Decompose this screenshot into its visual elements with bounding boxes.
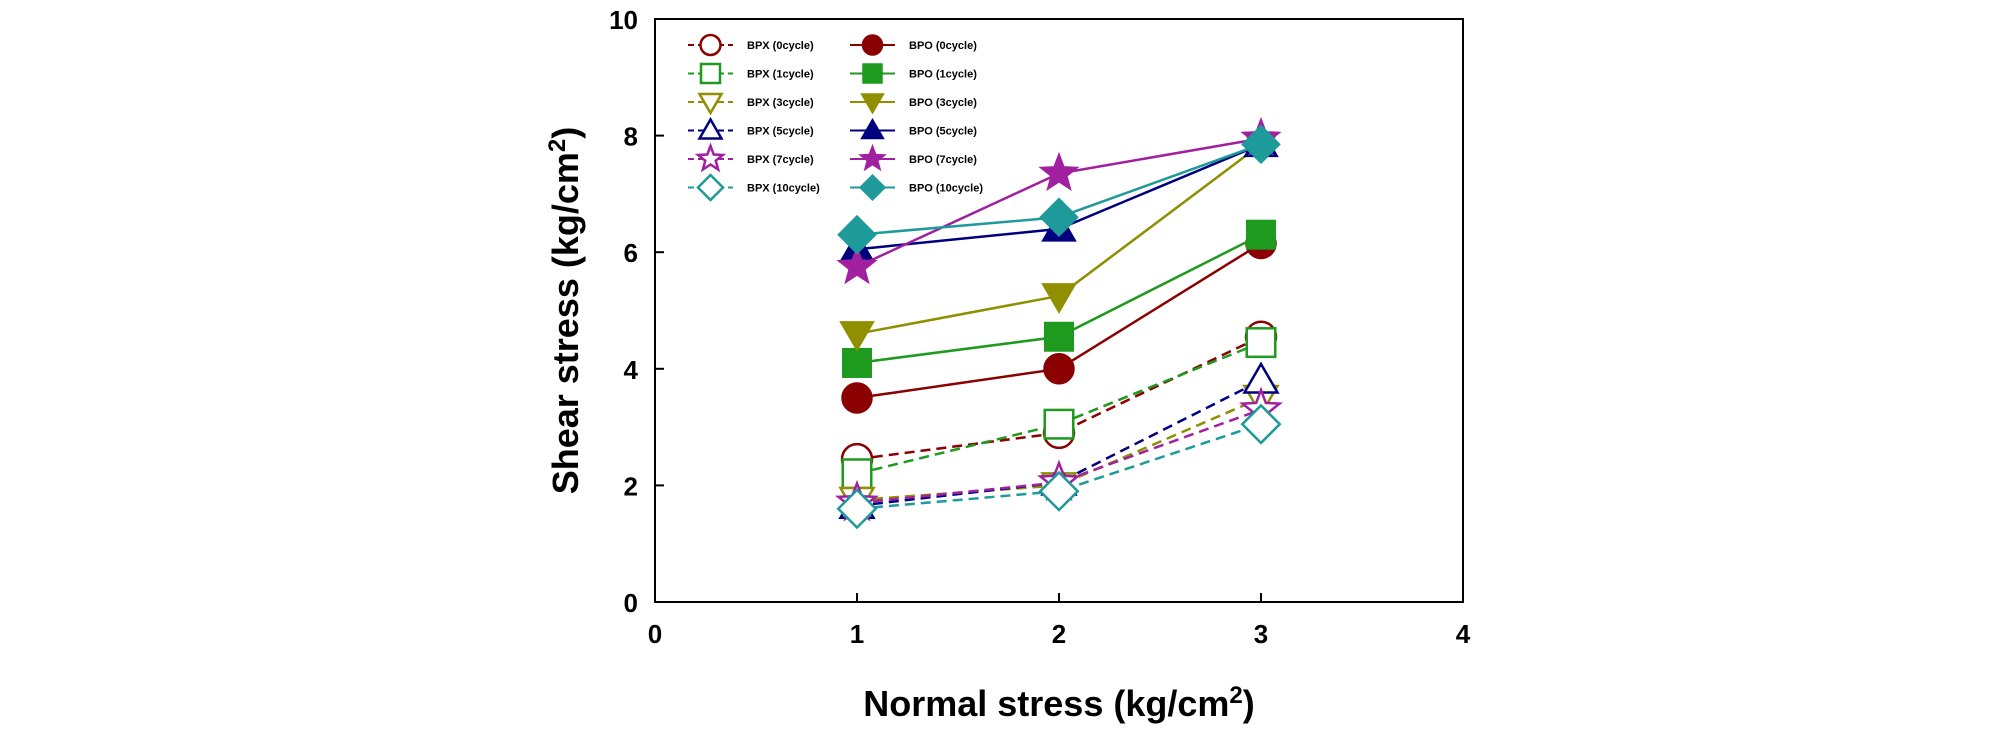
x-axis-title: Normal stress (kg/cm2)	[863, 682, 1255, 725]
data-point-bpo-3cycle-1	[1041, 283, 1077, 314]
series-bpo-0cycle	[841, 227, 1277, 414]
legend-label: BPO (5cycle)	[909, 126, 977, 138]
x-tick-label: 3	[1254, 619, 1268, 649]
legend-marker	[860, 118, 885, 140]
legend-item-bpo-7cycle: BPO (7cycle)	[850, 143, 977, 172]
legend-marker	[699, 33, 722, 57]
legend-marker	[697, 117, 724, 140]
legend-item-bpo-1cycle: BPO (1cycle)	[850, 63, 977, 84]
legend-label: BPX (7cycle)	[747, 154, 814, 166]
legend-item-bpx-10cycle: BPX (10cycle)	[688, 173, 820, 202]
data-point-bpo-3cycle-0	[839, 321, 875, 352]
legend-label: BPX (3cycle)	[747, 97, 814, 109]
data-point-bpx-1cycle-1	[1043, 408, 1075, 440]
series-layer	[835, 116, 1283, 530]
legend-item-bpx-3cycle: BPX (3cycle)	[688, 92, 814, 116]
series-bpx-1cycle	[841, 327, 1277, 490]
legend-item-bpo-3cycle: BPO (3cycle)	[850, 93, 977, 115]
data-point-bpo-0cycle-1	[1043, 353, 1075, 385]
legend-marker	[860, 93, 885, 115]
series-bpx-10cycle	[836, 403, 1282, 530]
data-point-bpo-10cycle-0	[837, 214, 877, 255]
legend: BPX (0cycle) BPX (1cycle) BPX (3cycle) BPX …	[688, 33, 983, 202]
legend-marker	[862, 63, 883, 84]
data-point-bpx-1cycle-2	[1245, 327, 1277, 359]
x-tick-label: 4	[1456, 619, 1471, 649]
legend-label: BPO (10cycle)	[909, 183, 983, 195]
data-point-bpo-0cycle-0	[841, 382, 873, 414]
y-tick-label: 6	[624, 238, 638, 268]
legend-label: BPX (5cycle)	[747, 126, 814, 138]
legend-label: BPX (1cycle)	[747, 69, 814, 81]
data-point-bpo-1cycle-2	[1246, 219, 1276, 250]
y-tick-label: 10	[609, 5, 638, 35]
x-axis: 0 1 2 3 4	[648, 593, 1471, 649]
data-point-bpo-10cycle-1	[1039, 197, 1079, 238]
series-line-bpx-10cycle	[856, 422, 1262, 510]
legend-label: BPO (7cycle)	[909, 154, 977, 166]
data-point-bpo-10cycle-2	[1241, 124, 1281, 165]
y-tick-label: 4	[624, 355, 639, 385]
data-point-bpx-10cycle-0	[836, 488, 878, 530]
x-tick-label: 0	[648, 619, 662, 649]
series-line-bpx-5cycle	[856, 379, 1262, 508]
legend-label: BPX (10cycle)	[747, 183, 820, 195]
data-point-bpo-7cycle-1	[1038, 151, 1080, 191]
legend-item-bpo-10cycle: BPO (10cycle)	[850, 173, 983, 202]
legend-item-bpo-0cycle: BPO (0cycle)	[850, 34, 977, 56]
legend-item-bpx-5cycle: BPX (5cycle)	[688, 117, 814, 140]
legend-marker	[699, 62, 722, 85]
data-point-bpo-7cycle-0	[836, 245, 878, 285]
y-axis-title: Shear stress (kg/cm2)	[544, 127, 587, 495]
data-point-bpx-10cycle-1	[1038, 470, 1080, 512]
series-bpo-10cycle	[837, 124, 1281, 255]
legend-label: BPO (3cycle)	[909, 97, 977, 109]
x-tick-label: 1	[850, 619, 864, 649]
series-bpo-1cycle	[842, 219, 1276, 378]
series-line-bpx-1cycle	[856, 341, 1262, 475]
series-line-bpx-7cycle	[856, 408, 1262, 505]
legend-marker	[697, 92, 724, 116]
legend-item-bpx-0cycle: BPX (0cycle)	[688, 33, 814, 57]
data-point-bpo-1cycle-0	[842, 347, 872, 378]
legend-label: BPX (0cycle)	[747, 40, 814, 52]
legend-item-bpx-7cycle: BPX (7cycle)	[688, 142, 814, 173]
legend-marker	[861, 34, 884, 56]
data-point-bpo-1cycle-1	[1044, 321, 1074, 352]
legend-item-bpx-1cycle: BPX (1cycle)	[688, 62, 814, 85]
legend-marker	[858, 143, 887, 172]
legend-label: BPO (1cycle)	[909, 69, 977, 81]
x-tick-label: 2	[1052, 619, 1066, 649]
data-point-bpx-10cycle-2	[1240, 403, 1282, 445]
legend-marker	[694, 142, 727, 173]
y-tick-label: 2	[624, 471, 638, 501]
legend-marker	[696, 173, 725, 202]
legend-label: BPO (0cycle)	[909, 40, 977, 52]
y-axis: 0 2 4 6 8 10	[609, 5, 664, 618]
y-tick-label: 8	[624, 122, 638, 152]
y-tick-label: 0	[624, 588, 638, 618]
legend-marker	[858, 173, 887, 202]
legend-item-bpo-5cycle: BPO (5cycle)	[850, 118, 977, 140]
